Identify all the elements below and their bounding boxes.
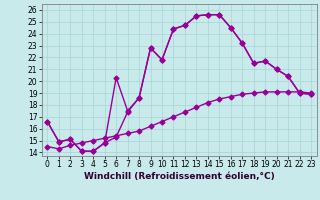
X-axis label: Windchill (Refroidissement éolien,°C): Windchill (Refroidissement éolien,°C)	[84, 172, 275, 181]
